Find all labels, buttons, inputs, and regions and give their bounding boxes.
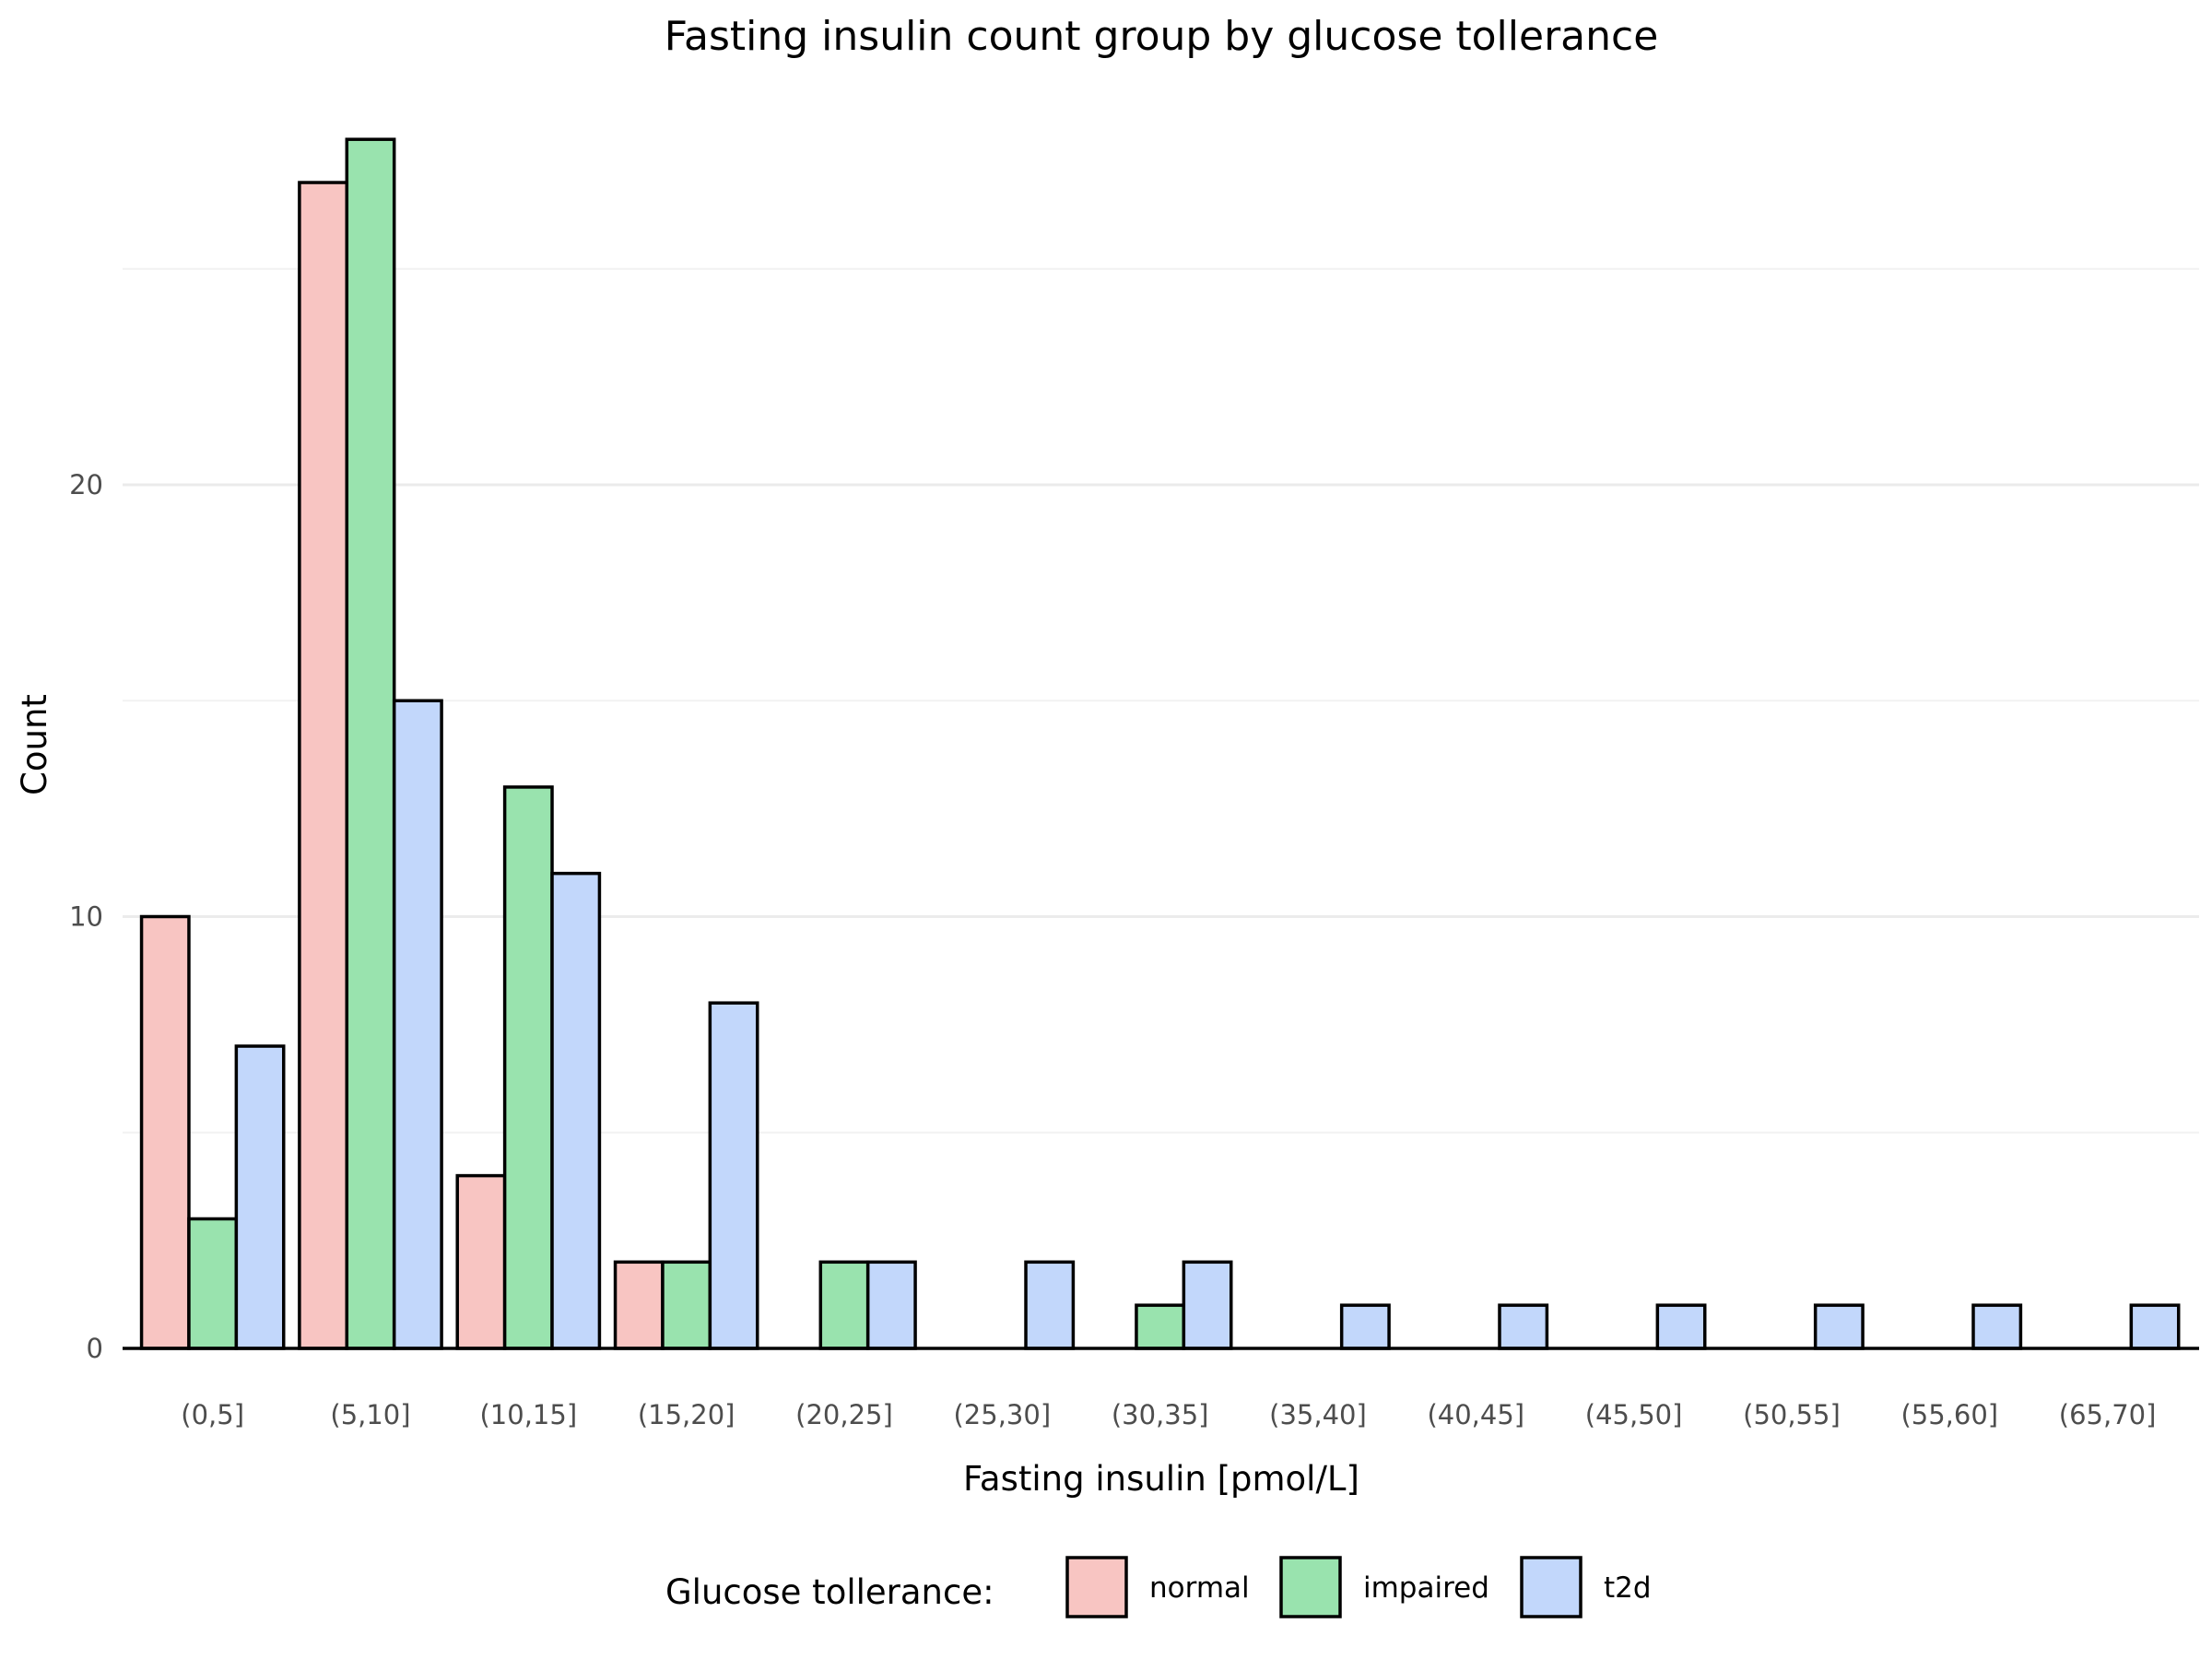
x-tick-label: (0,5] (181, 1399, 244, 1430)
legend-label-normal: normal (1149, 1571, 1250, 1605)
x-tick-label: (55,60] (1900, 1399, 1998, 1430)
x-tick-label: (10,15] (479, 1399, 577, 1430)
legend-key-impaired (1279, 1556, 1342, 1618)
bar-t2d-0 (234, 1044, 286, 1350)
legend-title: Glucose tollerance: (665, 1572, 994, 1612)
bar-normal-3 (613, 1260, 665, 1350)
gridlines (123, 267, 2199, 1134)
legend-key-t2d (1520, 1556, 1583, 1618)
bar-normal-2 (455, 1173, 507, 1350)
legend-label-impaired: impaired (1363, 1571, 1489, 1605)
x-axis-ticks: (0,5] (5,10] (10,15] (15,20] (20,25] (25,30] (… (181, 1399, 2156, 1430)
bar-t2d-1 (392, 699, 443, 1350)
bar-t2d-4 (865, 1260, 917, 1350)
legend-label-t2d: t2d (1604, 1571, 1652, 1605)
y-axis-ticks: 0 10 20 (69, 469, 103, 1364)
bar-t2d-11 (1971, 1303, 2023, 1350)
x-tick-label: (45,50] (1585, 1399, 1683, 1430)
x-tick-label: (35,40] (1269, 1399, 1367, 1430)
x-axis-title: Fasting insulin [pmol/L] (963, 1459, 1359, 1499)
bar-t2d-9 (1655, 1303, 1707, 1350)
bar-t2d-8 (1498, 1303, 1549, 1350)
bar-t2d-10 (1813, 1303, 1865, 1350)
y-tick-label: 0 (87, 1333, 103, 1364)
x-tick-label: (50,55] (1743, 1399, 1841, 1430)
bar-t2d-5 (1024, 1260, 1076, 1350)
bar-impaired-3 (661, 1260, 712, 1350)
bar-t2d-2 (550, 871, 602, 1350)
x-tick-label: (30,35] (1112, 1399, 1209, 1430)
y-tick-label: 10 (69, 901, 103, 933)
bars (139, 137, 2181, 1350)
bar-impaired-1 (345, 137, 396, 1350)
bar-impaired-2 (502, 785, 554, 1350)
bar-impaired-4 (818, 1260, 870, 1350)
bar-t2d-6 (1182, 1260, 1233, 1350)
legend: Glucose tollerance: normal impaired t2d (665, 1556, 1652, 1618)
chart-title: Fasting insulin count group by glucose t… (665, 13, 1659, 60)
x-tick-label: (25,30] (953, 1399, 1051, 1430)
bar-normal-1 (298, 181, 349, 1350)
x-tick-label: (20,25] (795, 1399, 893, 1430)
x-tick-label: (40,45] (1427, 1399, 1524, 1430)
bar-impaired-0 (187, 1217, 239, 1350)
y-axis-title: Count (15, 694, 54, 795)
bar-t2d-12 (2129, 1303, 2181, 1350)
bar-t2d-7 (1339, 1303, 1391, 1350)
bar-impaired-6 (1135, 1303, 1186, 1350)
legend-key-normal (1065, 1556, 1128, 1618)
bar-t2d-3 (708, 1001, 759, 1350)
y-tick-label: 20 (69, 469, 103, 500)
bar-normal-0 (139, 914, 191, 1350)
x-tick-label: (15,20] (638, 1399, 735, 1430)
x-tick-label: (65,70] (2059, 1399, 2157, 1430)
x-tick-label: (5,10] (330, 1399, 410, 1430)
